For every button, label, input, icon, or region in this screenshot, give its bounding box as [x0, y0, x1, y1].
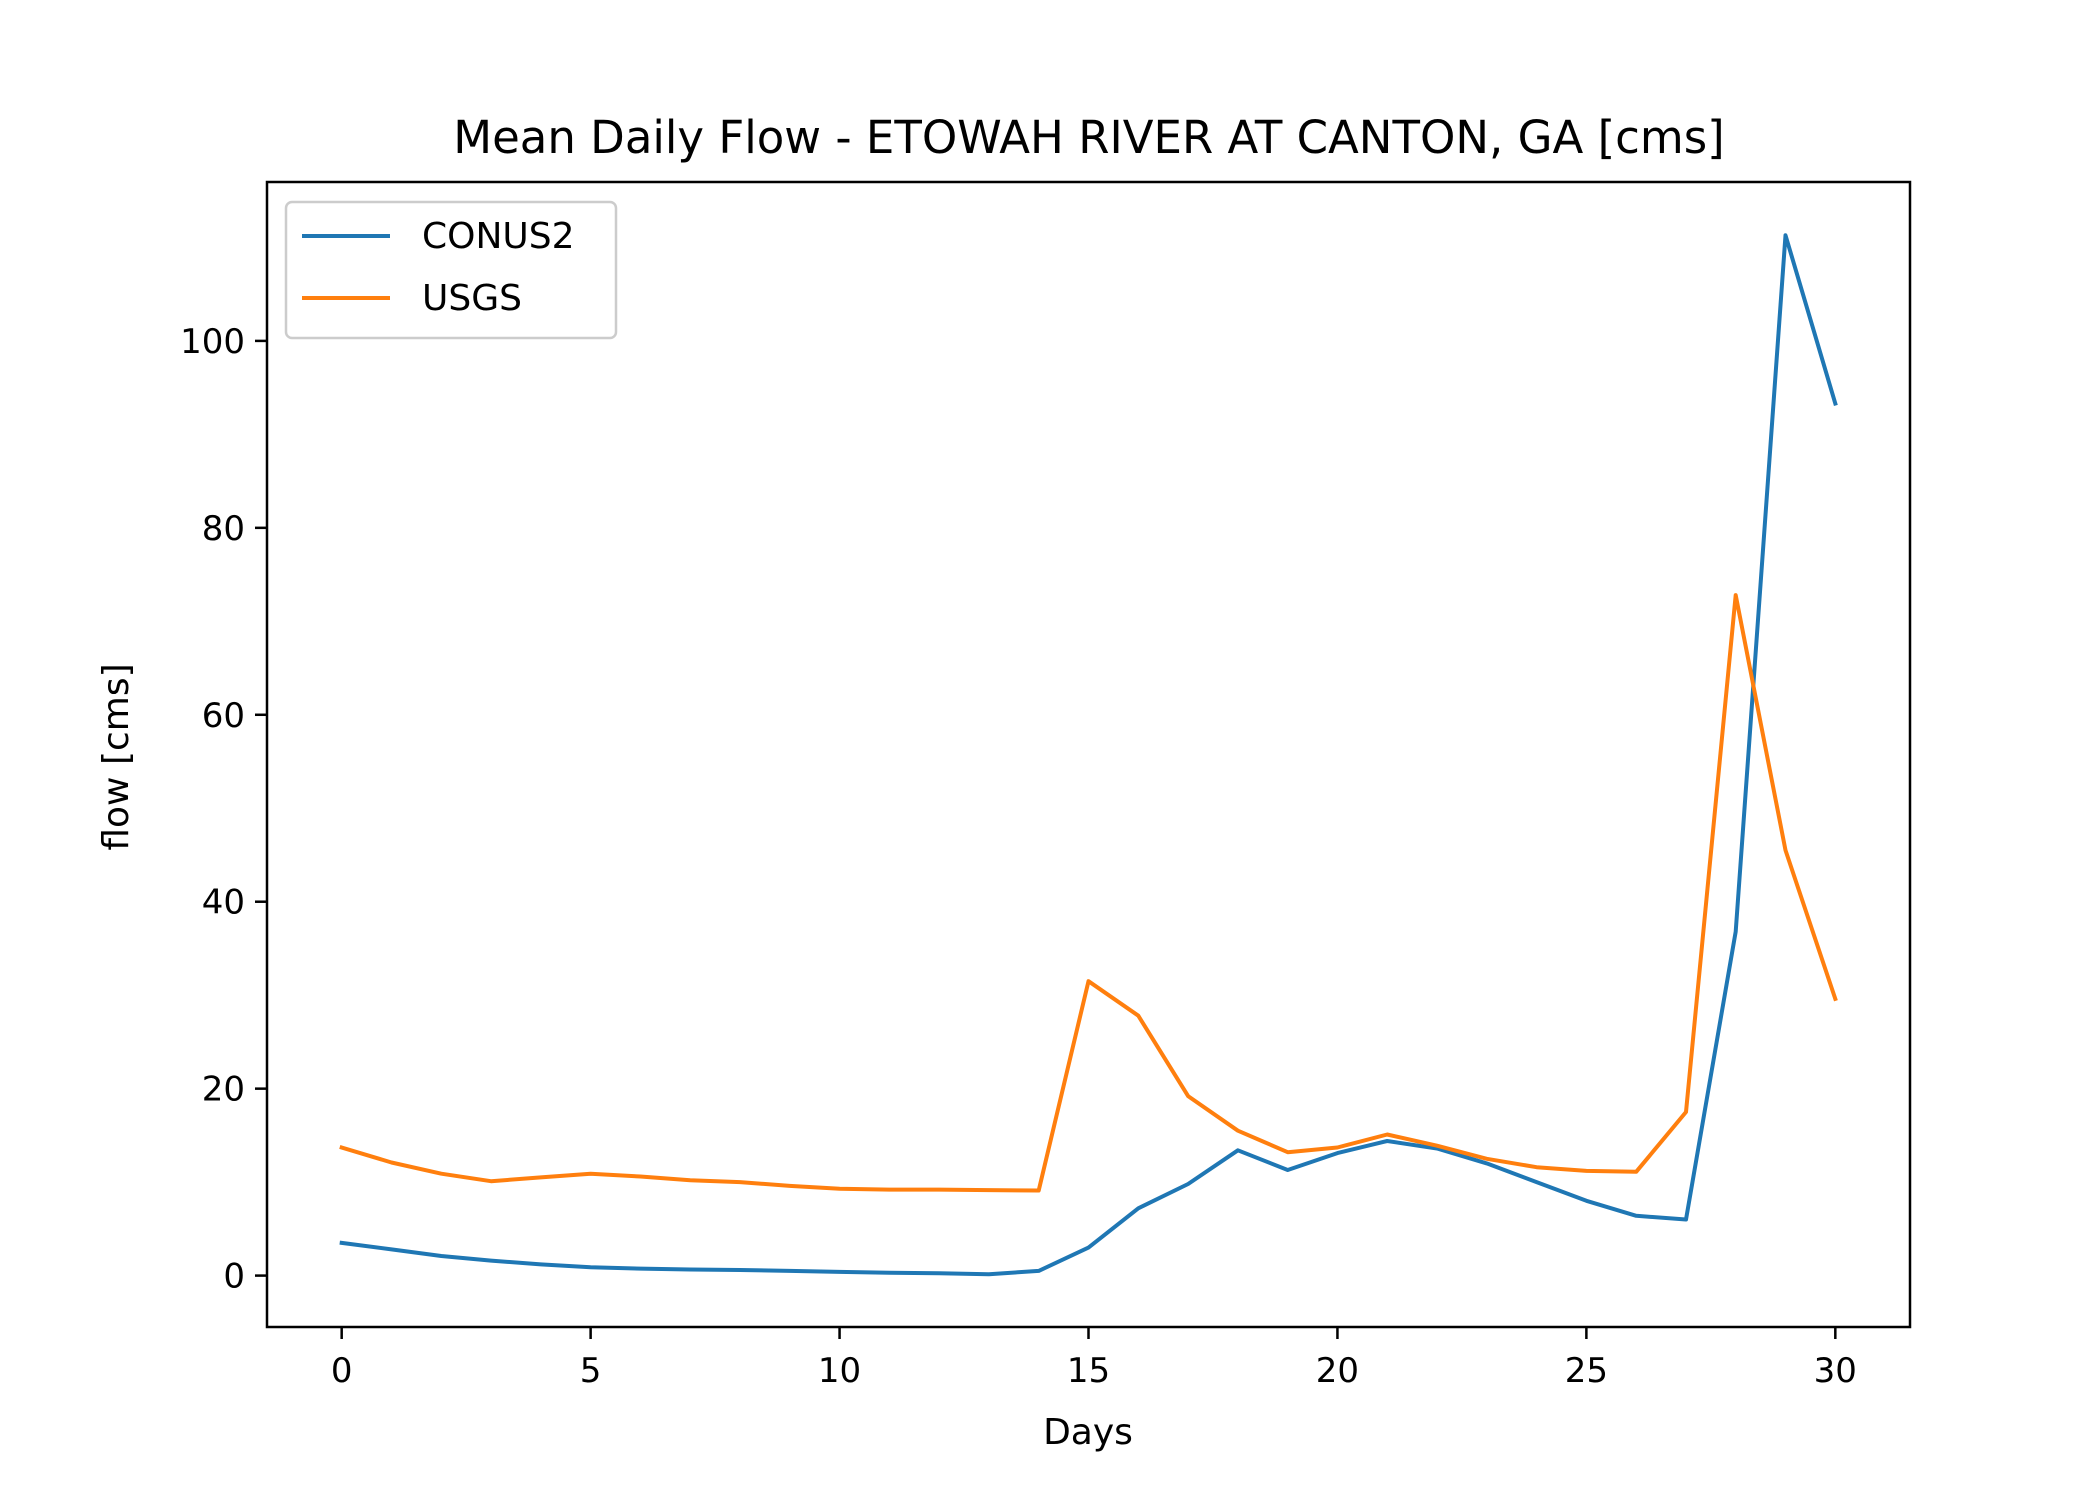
series-line-usgs — [339, 593, 1838, 1193]
y-tick-label: 20 — [202, 1070, 245, 1110]
y-tick-label: 0 — [223, 1257, 245, 1297]
x-axis: 0 5 10 15 20 25 30 — [331, 1327, 1857, 1391]
y-tick-label: 80 — [202, 509, 245, 549]
plot-frame — [265, 180, 1912, 1329]
y-tick-label: 60 — [202, 696, 245, 736]
x-axis-label: Days — [1043, 1412, 1133, 1453]
x-tick-label: 30 — [1814, 1351, 1857, 1391]
x-tick-label: 20 — [1316, 1351, 1359, 1391]
x-tick-label: 15 — [1067, 1351, 1110, 1391]
x-tick-label: 5 — [580, 1351, 602, 1391]
legend: CONUS2 USGS — [284, 200, 618, 340]
chart-title: Mean Daily Flow - ETOWAH RIVER AT CANTON… — [453, 111, 1725, 164]
y-tick-label: 100 — [180, 322, 245, 362]
x-tick-label: 0 — [331, 1351, 353, 1391]
series-line-conus2 — [339, 233, 1838, 1277]
x-tick-label: 25 — [1565, 1351, 1608, 1391]
legend-label-conus2: CONUS2 — [422, 216, 575, 257]
series-layer — [339, 233, 1838, 1277]
y-tick-label: 40 — [202, 883, 245, 923]
x-tick-label: 10 — [818, 1351, 861, 1391]
y-axis: 0 20 40 60 80 100 — [180, 322, 267, 1297]
y-axis-label: flow [cms] — [96, 663, 137, 850]
legend-label-usgs: USGS — [422, 278, 522, 319]
